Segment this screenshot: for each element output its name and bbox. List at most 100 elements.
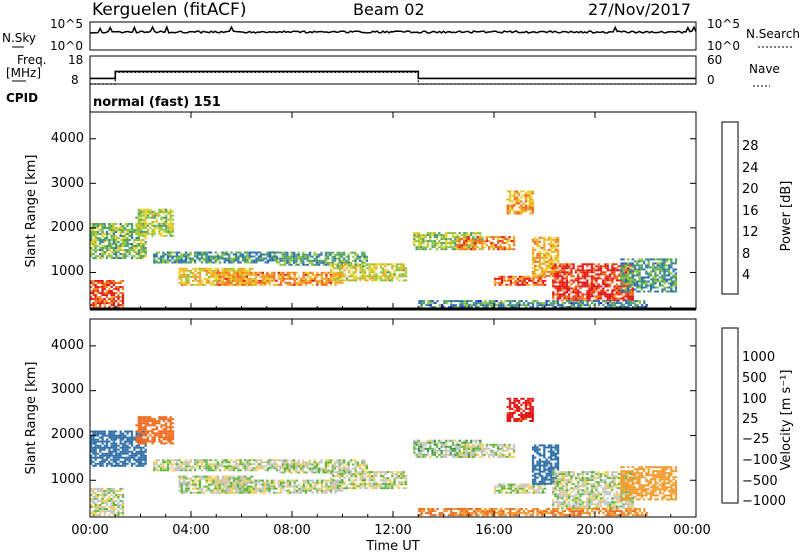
velocity-cell: [96, 487, 100, 490]
power-cell: [438, 306, 441, 309]
power-cell: [593, 289, 596, 292]
power-cell: [606, 306, 610, 309]
power-cell: [254, 271, 258, 274]
power-cell: [645, 286, 648, 289]
velocity-cell: [201, 491, 204, 494]
power-cell: [499, 246, 502, 249]
velocity-cell: [121, 444, 125, 447]
velocity-cell: [130, 432, 134, 435]
power-cell: [541, 256, 544, 259]
power-cell: [212, 271, 215, 274]
power-cell: [327, 261, 330, 264]
power-cell: [359, 269, 362, 272]
power-cell: [431, 306, 435, 309]
velocity-cell: [99, 444, 102, 447]
power-cell: [375, 267, 378, 270]
power-cell: [531, 200, 534, 203]
power-cell: [593, 271, 596, 274]
power-cell: [223, 261, 226, 264]
power-cell: [528, 283, 531, 286]
power-cell: [556, 236, 560, 239]
velocity-cell: [165, 434, 168, 437]
power-cell: [572, 306, 576, 309]
velocity-cell: [236, 489, 239, 492]
power-cell: [599, 277, 603, 280]
power-cell: [531, 256, 535, 259]
velocity-cell: [162, 469, 165, 472]
power-cell: [126, 231, 129, 233]
velocity-cell: [101, 498, 104, 500]
power-cell: [243, 283, 246, 286]
power-cell: [661, 268, 664, 271]
velocity-cell: [126, 432, 129, 435]
velocity-cell: [289, 485, 292, 488]
power-cell: [90, 223, 93, 225]
power-cell: [615, 277, 618, 280]
power-cell: [581, 263, 584, 266]
velocity-cell: [311, 487, 314, 490]
power-cell: [640, 260, 643, 263]
power-cell: [547, 242, 551, 245]
power-cell: [103, 306, 106, 309]
velocity-cell: [166, 461, 170, 464]
power-cell: [295, 259, 298, 262]
power-cell: [121, 306, 125, 309]
velocity-cell: [309, 489, 312, 492]
velocity-cell: [184, 461, 188, 464]
power-cell: [167, 218, 170, 221]
power-cell: [509, 281, 513, 284]
velocity-cell: [332, 483, 335, 486]
velocity-cell: [217, 487, 220, 490]
velocity-cell: [314, 483, 317, 486]
velocity-cell: [115, 430, 118, 433]
power-cell: [622, 270, 625, 273]
power-cell: [611, 267, 614, 270]
velocity-cell: [142, 458, 145, 461]
power-cell: [298, 283, 301, 286]
power-cell: [363, 257, 366, 260]
power-cell: [461, 300, 464, 303]
velocity-cell: [144, 418, 147, 421]
power-cell: [115, 227, 118, 229]
power-cell: [543, 262, 546, 265]
power-cell: [322, 261, 325, 264]
velocity-cell: [269, 465, 272, 468]
power-cell: [368, 273, 371, 276]
velocity-cell: [140, 440, 143, 443]
power-cell: [234, 259, 238, 262]
velocity-cell: [214, 487, 217, 490]
velocity-cell: [137, 420, 140, 423]
velocity-cell: [115, 452, 118, 455]
power-cell: [304, 279, 308, 282]
velocity-cell: [108, 432, 111, 435]
power-cell: [281, 263, 284, 266]
power-cell: [636, 282, 639, 285]
power-cell: [275, 279, 278, 282]
power-cell: [527, 200, 530, 203]
power-cell: [94, 223, 97, 225]
velocity-cell: [214, 481, 217, 484]
velocity-cell: [259, 461, 263, 464]
power-cell: [588, 285, 591, 288]
power-cell: [543, 274, 546, 277]
velocity-cell: [94, 495, 97, 498]
power-cell: [105, 290, 109, 293]
power-cell: [420, 248, 423, 251]
power-cell: [236, 275, 239, 278]
velocity-cell: [302, 483, 305, 486]
power-cell: [142, 208, 145, 211]
power-cell: [508, 204, 512, 207]
power-cell: [554, 287, 557, 290]
velocity-cell: [101, 489, 104, 492]
power-cell: [665, 268, 668, 271]
power-cell: [668, 278, 671, 281]
velocity-cell: [112, 442, 115, 445]
power-cell: [529, 194, 532, 197]
power-cell: [606, 277, 609, 280]
power-cell: [282, 275, 285, 278]
power-cell: [200, 261, 204, 264]
velocity-cell: [320, 479, 324, 482]
velocity-cell: [250, 463, 254, 466]
power-cell: [130, 237, 134, 239]
power-cell: [196, 283, 199, 286]
